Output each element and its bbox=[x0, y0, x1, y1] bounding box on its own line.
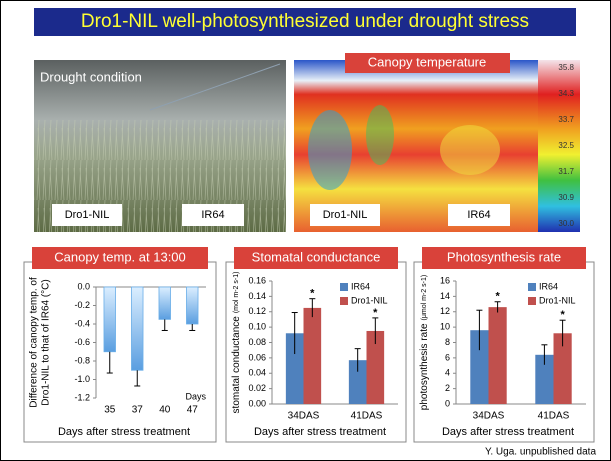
x-tick-label: 34DAS bbox=[473, 411, 505, 422]
page: { "title": "Dro1-NIL well-photosynthesiz… bbox=[0, 0, 611, 461]
y-tick-label: 0.00 bbox=[248, 398, 266, 408]
legend-swatch bbox=[340, 297, 348, 305]
bar bbox=[159, 287, 171, 319]
scale-label: 34.3 bbox=[558, 89, 574, 98]
x-axis-label: Days after stress treatment bbox=[442, 426, 574, 438]
photo-caption: Drought condition bbox=[40, 69, 142, 84]
chart-title: Photosynthesis rate bbox=[447, 249, 561, 264]
x-tick-label: 41DAS bbox=[538, 411, 570, 422]
y-tick-label: 0.16 bbox=[248, 275, 266, 285]
y-tick-label: -0.4 bbox=[74, 318, 90, 328]
y-tick-label: 4 bbox=[445, 368, 450, 378]
significance-mark: * bbox=[310, 288, 315, 300]
y-axis-unit: (μmol m-2 s-1) bbox=[421, 275, 428, 321]
legend-label: IR64 bbox=[539, 281, 558, 291]
bar bbox=[131, 287, 143, 370]
bar bbox=[489, 307, 507, 404]
significance-mark: * bbox=[560, 309, 565, 321]
y-axis-label: Dro1-NIL to that of IR64 (°C) bbox=[41, 279, 52, 405]
x-axis-label: Days after stress treatment bbox=[58, 426, 190, 438]
y-tick-label: 14 bbox=[440, 291, 450, 301]
y-axis-label-text: photosynthesis rate bbox=[419, 323, 430, 410]
y-axis-label-text: stomatal conductance bbox=[231, 316, 242, 414]
y-tick-label: -0.2 bbox=[74, 300, 90, 310]
y-tick-label: 10 bbox=[440, 322, 450, 332]
scale-label: 30.9 bbox=[558, 193, 574, 202]
y-tick-label: 12 bbox=[440, 306, 450, 316]
y-tick-label: 0.04 bbox=[248, 368, 266, 378]
bar bbox=[104, 287, 116, 352]
x-tick-label: 37 bbox=[132, 405, 144, 416]
bar bbox=[186, 287, 198, 324]
photo-label: Dro1-NIL bbox=[323, 209, 368, 221]
photo-label: IR64 bbox=[201, 209, 224, 221]
thermal-warm-region bbox=[440, 125, 500, 175]
y-tick-label: 0.08 bbox=[248, 337, 266, 347]
legend-label: Dro1-NIL bbox=[539, 295, 576, 305]
slide-title: Dro1-NIL well-photosynthesized under dro… bbox=[81, 11, 529, 32]
thermal-cool-region bbox=[366, 105, 394, 165]
scale-label: 33.7 bbox=[558, 115, 574, 124]
y-tick-label: -0.8 bbox=[74, 355, 90, 365]
legend-swatch bbox=[340, 283, 348, 291]
y-tick-label: 16 bbox=[440, 275, 450, 285]
x-tick-label: 40 bbox=[159, 405, 171, 416]
x-tick-label: 34DAS bbox=[288, 411, 320, 422]
thermal-cool-region bbox=[308, 110, 352, 190]
legend-label: Dro1-NIL bbox=[351, 295, 388, 305]
legend-label: IR64 bbox=[351, 281, 370, 291]
x-axis-label: Days after stress treatment bbox=[254, 426, 386, 438]
chart-title: Canopy temp. at 13:00 bbox=[54, 249, 186, 264]
y-tick-label: 8 bbox=[445, 337, 450, 347]
y-tick-label: -1.2 bbox=[74, 392, 90, 402]
photo-caption: Canopy temperature bbox=[368, 54, 487, 69]
legend-swatch bbox=[528, 283, 536, 291]
photo-label: Dro1-NIL bbox=[65, 209, 110, 221]
y-tick-label: 0.14 bbox=[248, 291, 266, 301]
y-axis-unit: (mol m-2 s-1) bbox=[233, 272, 240, 314]
scale-label: 35.8 bbox=[558, 63, 574, 72]
y-tick-label: 0.10 bbox=[248, 322, 266, 332]
y-tick-label: 0.0 bbox=[77, 281, 90, 291]
slide: Dro1-NIL well-photosynthesized under dro… bbox=[0, 0, 611, 461]
annotation: Days bbox=[185, 391, 206, 401]
y-tick-label: -0.6 bbox=[74, 337, 90, 347]
significance-mark: * bbox=[373, 307, 378, 319]
y-tick-label: 0.06 bbox=[248, 352, 266, 362]
y-tick-label: 0.02 bbox=[248, 383, 266, 393]
footnote: Y. Uga. unpublished data bbox=[485, 447, 596, 458]
y-tick-label: 6 bbox=[445, 352, 450, 362]
bar bbox=[304, 308, 322, 404]
y-axis-label: Difference of canopy temp. of bbox=[29, 277, 40, 408]
x-tick-label: 35 bbox=[104, 405, 116, 416]
scale-label: 30.0 bbox=[558, 219, 574, 228]
y-tick-label: 0.12 bbox=[248, 306, 266, 316]
legend-swatch bbox=[528, 297, 536, 305]
scale-label: 31.7 bbox=[558, 167, 574, 176]
chart-title: Stomatal conductance bbox=[252, 249, 381, 264]
y-tick-label: 2 bbox=[445, 383, 450, 393]
y-tick-label: 0 bbox=[445, 398, 450, 408]
y-tick-label: -1.0 bbox=[74, 374, 90, 384]
scale-label: 32.5 bbox=[558, 141, 574, 150]
significance-mark: * bbox=[495, 291, 500, 303]
photo-label: IR64 bbox=[467, 209, 490, 221]
x-tick-label: 47 bbox=[187, 405, 199, 416]
x-tick-label: 41DAS bbox=[351, 411, 383, 422]
